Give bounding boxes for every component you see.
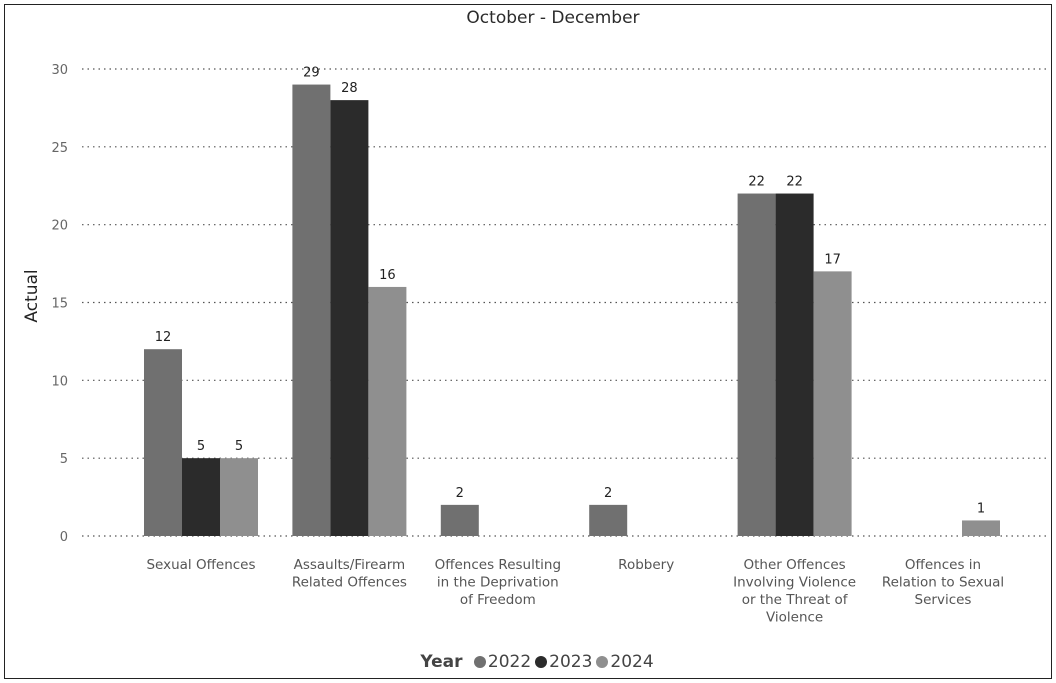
legend-item-2022: 2022	[473, 652, 532, 672]
x-category-label: Offences in Relation to Sexual Services	[882, 557, 1004, 608]
x-category-label-line: Offences Resulting	[435, 557, 561, 573]
y-tick-label: 25	[51, 141, 68, 156]
bar-2023	[182, 458, 220, 536]
x-category-label-line: Sexual Offences	[146, 557, 255, 573]
legend-title: Year	[420, 652, 463, 672]
chart-title: October - December	[466, 8, 640, 28]
bar-2024	[368, 286, 407, 536]
x-category-label-line: Other Offences	[744, 557, 846, 573]
x-category-label-line: Violence	[766, 610, 823, 626]
y-tick-label: 20	[51, 219, 68, 234]
bar-2023	[330, 100, 369, 536]
legend-items: 2022 2023 2024	[473, 652, 658, 672]
y-tick-label: 30	[51, 63, 68, 78]
x-category-label-line: Related Offences	[292, 575, 407, 591]
x-category-label: Sexual Offences	[146, 557, 255, 573]
bar-2024	[962, 520, 1000, 536]
legend-dot-icon	[473, 656, 486, 668]
bar-2024	[813, 271, 852, 536]
data-label: 16	[379, 268, 396, 283]
bars	[144, 84, 1000, 537]
data-label: 29	[303, 66, 320, 81]
x-category-label: Assaults/Firearm Related Offences	[292, 557, 407, 591]
x-category-label: Offences Resulting in the Deprivation of F…	[435, 557, 561, 608]
y-tick-label: 5	[60, 452, 68, 467]
legend-item-label: 2022	[487, 652, 532, 672]
x-axis-categories: Sexual Offences Assaults/Firearm Related O…	[146, 557, 1004, 626]
x-category-label-line: or the Threat of	[742, 592, 849, 608]
data-label: 1	[977, 501, 985, 516]
x-category-label-line: Involving Violence	[733, 575, 856, 591]
data-label: 22	[748, 175, 765, 190]
y-tick-label: 0	[60, 530, 68, 545]
x-category-label-line: Robbery	[618, 557, 674, 573]
x-category-label-line: in the Deprivation	[437, 575, 559, 591]
y-tick-label: 15	[51, 297, 68, 312]
legend: Year 2022 2023 2024	[0, 652, 1056, 672]
legend-item-label: 2023	[549, 652, 593, 672]
data-label: 2	[604, 486, 612, 501]
bar-2022	[144, 349, 182, 536]
x-category-label-line: of Freedom	[460, 592, 536, 608]
bar-2022	[737, 193, 776, 537]
chart-frame	[4, 4, 1052, 679]
legend-item-2024: 2024	[596, 652, 654, 672]
legend-dot-icon	[535, 656, 548, 668]
legend-item-label: 2024	[610, 652, 654, 672]
y-axis-label: Actual	[22, 269, 42, 322]
x-category-label: Other Offences Involving Violence or the T…	[733, 557, 856, 626]
top-edge	[0, 0, 1056, 4]
data-label: 12	[155, 330, 172, 345]
y-tick-label: 10	[51, 374, 68, 389]
bar-2024	[220, 458, 258, 536]
bar-2023	[775, 193, 814, 537]
legend-item-2023: 2023	[535, 652, 592, 672]
bar-2022	[589, 504, 628, 536]
data-label: 28	[341, 81, 358, 96]
bar-2022	[292, 84, 331, 537]
x-category-label-line: Assaults/Firearm	[294, 557, 406, 573]
y-axis-ticks: 0 5 10 15 20 25 30	[51, 63, 68, 545]
x-category-label-line: Relation to Sexual	[882, 575, 1004, 591]
data-label: 2	[456, 486, 464, 501]
bar-2022	[440, 504, 479, 536]
data-label: 22	[786, 175, 803, 190]
x-category-label-line: Offences in	[905, 557, 981, 573]
data-label: 5	[235, 439, 243, 454]
x-category-label: Robbery	[618, 557, 674, 573]
data-label: 5	[197, 439, 205, 454]
legend-dot-icon	[596, 656, 609, 668]
data-label: 17	[824, 252, 841, 267]
x-category-label-line: Services	[915, 592, 972, 608]
